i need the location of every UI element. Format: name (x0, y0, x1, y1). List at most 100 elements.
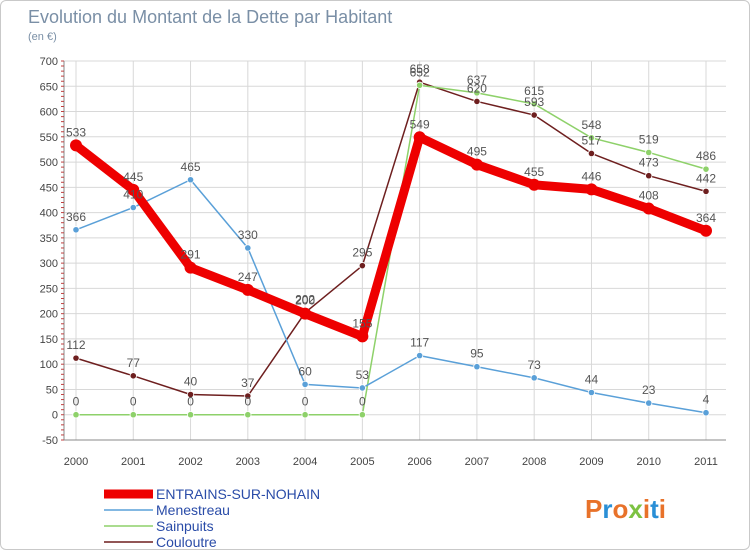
data-point (473, 363, 481, 371)
data-point (470, 158, 483, 171)
x-tick-label: 2000 (64, 456, 88, 468)
data-point (645, 399, 653, 407)
legend-label: Couloutre (156, 534, 217, 549)
data-label: 658 (410, 62, 430, 76)
data-label: 155 (352, 316, 372, 330)
data-label: 40 (184, 375, 198, 389)
data-label: 4 (703, 393, 710, 407)
data-label: 95 (470, 347, 484, 361)
data-label: 0 (130, 395, 137, 409)
data-label: 364 (696, 211, 716, 225)
data-label: 455 (524, 165, 544, 179)
data-label: 73 (528, 358, 542, 372)
data-point (642, 202, 655, 215)
x-tick-label: 2006 (407, 456, 431, 468)
y-tick-label: 450 (40, 182, 58, 194)
data-label: 615 (524, 84, 544, 98)
y-tick-label: 500 (40, 157, 58, 169)
legend-label: ENTRAINS-SUR-NOHAIN (156, 486, 320, 502)
data-label: 0 (302, 395, 309, 409)
data-label: 465 (181, 160, 201, 174)
y-tick-label: 300 (40, 258, 58, 270)
data-point (241, 283, 254, 296)
series-line-1 (75, 179, 707, 414)
data-point (127, 183, 140, 196)
data-label: 548 (581, 118, 601, 132)
data-point (72, 354, 80, 362)
data-point (301, 380, 309, 389)
data-label: 247 (238, 270, 258, 284)
data-label: 549 (410, 117, 430, 131)
data-point (645, 172, 653, 180)
data-point (473, 97, 481, 106)
data-label: 0 (187, 395, 194, 409)
data-point (358, 411, 366, 419)
data-label: 620 (467, 81, 487, 95)
data-label: 202 (295, 293, 315, 307)
data-point (186, 176, 195, 184)
data-point (473, 89, 481, 97)
y-tick-label: 350 (40, 233, 58, 245)
data-point (702, 165, 710, 173)
y-tick-label: 0 (52, 410, 58, 422)
data-point (700, 224, 712, 237)
x-tick-label: 2007 (465, 456, 489, 468)
data-label: 330 (238, 228, 258, 242)
data-point (528, 178, 541, 191)
data-point (530, 100, 538, 108)
data-label: 0 (359, 395, 366, 409)
x-tick-label: 2011 (694, 456, 718, 468)
y-tick-label: -50 (42, 435, 58, 447)
y-tick-label: 100 (40, 359, 58, 371)
series-line-0 (71, 132, 711, 341)
chart-title: Evolution du Montant de la Dette par Hab… (28, 7, 392, 27)
data-point (645, 148, 653, 157)
y-tick-label: 150 (40, 334, 58, 346)
proxiti-logo: Proxiti (585, 494, 666, 524)
y-tick-label: 400 (40, 208, 58, 220)
data-point (301, 411, 309, 419)
data-label: 593 (524, 95, 544, 109)
data-label: 37 (241, 376, 255, 390)
data-label: 60 (298, 364, 312, 378)
data-label: 77 (127, 356, 141, 370)
y-tick-label: 50 (46, 384, 58, 396)
data-point (416, 352, 424, 360)
data-point (184, 261, 197, 274)
data-point (702, 409, 710, 417)
data-label: 117 (410, 336, 429, 350)
data-label: 473 (639, 156, 659, 170)
data-label: 517 (581, 133, 601, 147)
data-point (585, 183, 598, 196)
data-label: 44 (585, 372, 599, 386)
x-tick-label: 2009 (579, 456, 603, 468)
data-label: 295 (352, 246, 372, 260)
data-label: 445 (123, 170, 143, 184)
data-point (702, 187, 710, 195)
x-tick-label: 2005 (350, 456, 374, 468)
data-point (129, 203, 137, 212)
data-label: 486 (696, 149, 716, 163)
data-label: 652 (410, 65, 430, 79)
data-label: 442 (696, 171, 716, 185)
plot-area (64, 61, 726, 440)
data-label: 533 (66, 125, 86, 139)
data-point (129, 372, 137, 380)
data-point (356, 330, 369, 343)
data-point (244, 244, 252, 252)
data-label: 112 (66, 338, 85, 352)
x-tick-label: 2010 (636, 456, 660, 468)
data-label: 23 (642, 383, 656, 397)
data-point (530, 111, 538, 119)
data-point (186, 390, 195, 399)
legend-label: Menestreau (156, 502, 230, 518)
data-point (129, 411, 137, 419)
data-point (587, 149, 596, 158)
data-label: 366 (66, 210, 86, 224)
data-point (70, 139, 82, 152)
data-point (72, 411, 80, 419)
data-label: 200 (295, 294, 315, 308)
data-label: 410 (123, 188, 143, 202)
